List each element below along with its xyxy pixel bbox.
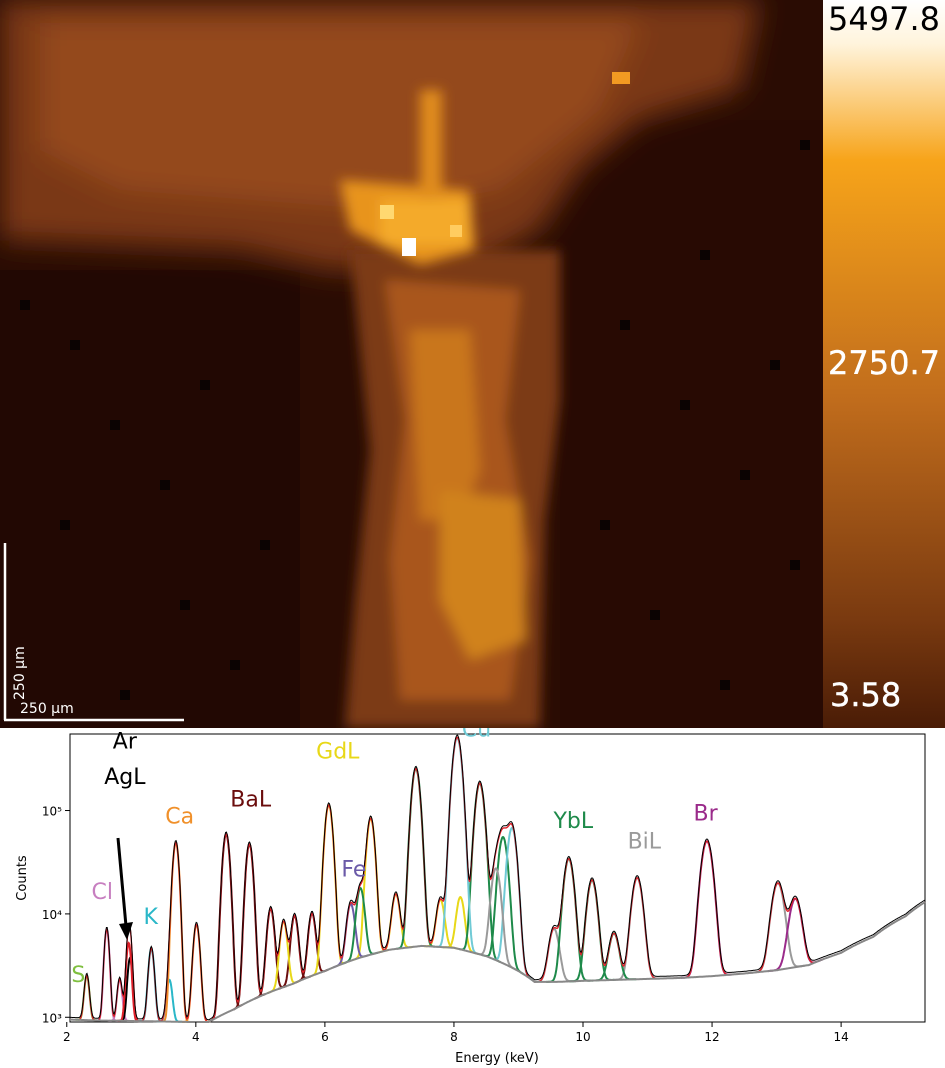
- x-axis-label: Energy (keV): [455, 1051, 539, 1066]
- scale-bar: 250 µm 250 µm: [3, 543, 184, 722]
- element-label-ca: Ca: [165, 804, 194, 829]
- scale-bar-y-label: 250 µm: [12, 646, 28, 700]
- peak-bil-27: [474, 867, 518, 971]
- colorbar-max-label: 5497.8: [828, 0, 940, 38]
- measured-data-line: [70, 734, 926, 1021]
- element-label-bal: BaL: [230, 787, 272, 812]
- element-label-k: K: [143, 905, 158, 930]
- background-line: [70, 901, 926, 1023]
- element-labels: S Cl Ar AgL K Ca BaL GdL Fe Cu YbL BiL Br: [71, 728, 718, 988]
- element-label-ar: Ar: [113, 729, 138, 754]
- element-label-ybl: YbL: [552, 809, 593, 834]
- element-label-s: S: [71, 963, 85, 988]
- element-label-agl: AgL: [104, 765, 146, 790]
- scale-bar-x-label: 250 µm: [20, 701, 74, 717]
- x-tick-label: 2: [63, 1030, 71, 1044]
- spectrum-curves: [70, 734, 926, 1023]
- peak-ybl-24: [481, 836, 525, 976]
- heatmap-image: [0, 0, 823, 728]
- x-tick-label: 4: [192, 1030, 200, 1044]
- y-axis-label: Counts: [15, 855, 30, 901]
- element-label-br: Br: [694, 802, 719, 827]
- x-tick-label: 12: [704, 1030, 719, 1044]
- xrf-spectrum-chart: 2 4 6 8 10 12 14 10³ 10⁴ 10⁵ S Cl Ar AgL K Ca BaL GdL Fe…: [15, 728, 926, 1066]
- element-label-cl: Cl: [92, 880, 113, 905]
- x-tick-label: 10: [575, 1030, 590, 1044]
- agl-arrow: [116, 837, 133, 940]
- colorbar-mid-label: 2750.7: [828, 344, 940, 382]
- element-label-cu: Cu: [462, 728, 491, 743]
- y-axis-ticks: 10³ 10⁴ 10⁵: [42, 805, 70, 1025]
- colorbar-min-label: 3.58: [830, 676, 901, 714]
- element-map: 5497.8 2750.7 3.58 250 µm 250 µm: [0, 0, 945, 728]
- x-tick-label: 14: [833, 1030, 848, 1044]
- x-tick-label: 6: [321, 1030, 329, 1044]
- element-label-gdl: GdL: [316, 739, 360, 764]
- colorbar: 5497.8 2750.7 3.58: [823, 0, 945, 728]
- y-tick-label: 10⁴: [42, 908, 62, 922]
- element-label-fe: Fe: [341, 858, 366, 883]
- x-axis-ticks: 2 4 6 8 10 12 14: [63, 1022, 849, 1044]
- y-tick-label: 10⁵: [42, 805, 62, 819]
- element-label-bil: BiL: [628, 829, 662, 854]
- x-tick-label: 8: [450, 1030, 458, 1044]
- y-tick-label: 10³: [42, 1011, 62, 1025]
